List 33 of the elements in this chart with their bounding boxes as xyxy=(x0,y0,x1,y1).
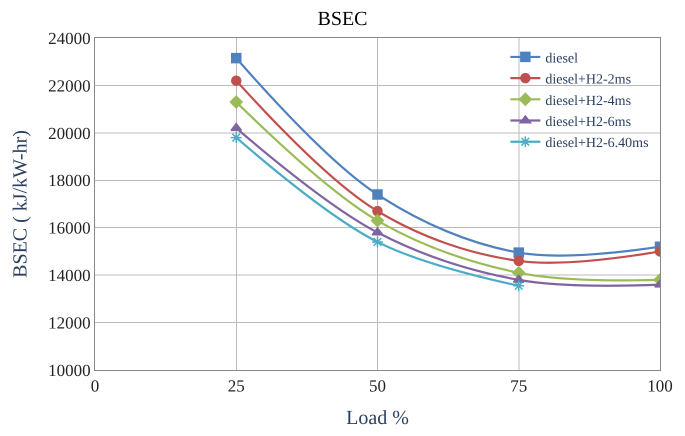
point xyxy=(230,122,242,132)
x-tick-label: 50 xyxy=(369,376,386,396)
y-tick-label: 14000 xyxy=(48,266,91,286)
legend-label: diesel+H2-4ms xyxy=(545,94,632,109)
point xyxy=(372,189,383,200)
x-tick-label: 25 xyxy=(228,376,245,396)
y-tick-label: 20000 xyxy=(48,124,91,143)
point xyxy=(512,280,525,292)
y-tick-label: 18000 xyxy=(48,171,91,190)
point xyxy=(230,95,243,109)
x-tick-label: 0 xyxy=(90,376,100,396)
y-tick-label: 12000 xyxy=(48,314,91,333)
y-tick-label: 24000 xyxy=(48,28,91,48)
y-tick-label: 16000 xyxy=(48,218,91,238)
point xyxy=(230,131,242,144)
x-tick-label: 100 xyxy=(647,376,673,396)
legend-label: diesel+H2-6.40ms xyxy=(545,136,649,152)
legend-label: diesel+H2-6ms xyxy=(545,114,632,130)
legend-label: diesel xyxy=(545,51,578,66)
y-axis-title: BSEC ( kJ/kW-hr) xyxy=(10,130,32,278)
x-axis-title: Load % xyxy=(346,406,409,429)
legend-label: diesel+H2-2ms xyxy=(545,72,632,88)
point xyxy=(370,214,384,228)
point xyxy=(372,227,384,236)
chart-title: BSEC xyxy=(317,8,368,30)
point xyxy=(514,256,524,266)
point xyxy=(231,52,242,64)
y-tick-label: 10000 xyxy=(48,360,91,380)
point xyxy=(372,206,383,216)
x-tick-label: 75 xyxy=(510,376,528,396)
point xyxy=(231,75,242,86)
point xyxy=(371,236,384,248)
y-tick-label: 22000 xyxy=(48,76,91,96)
